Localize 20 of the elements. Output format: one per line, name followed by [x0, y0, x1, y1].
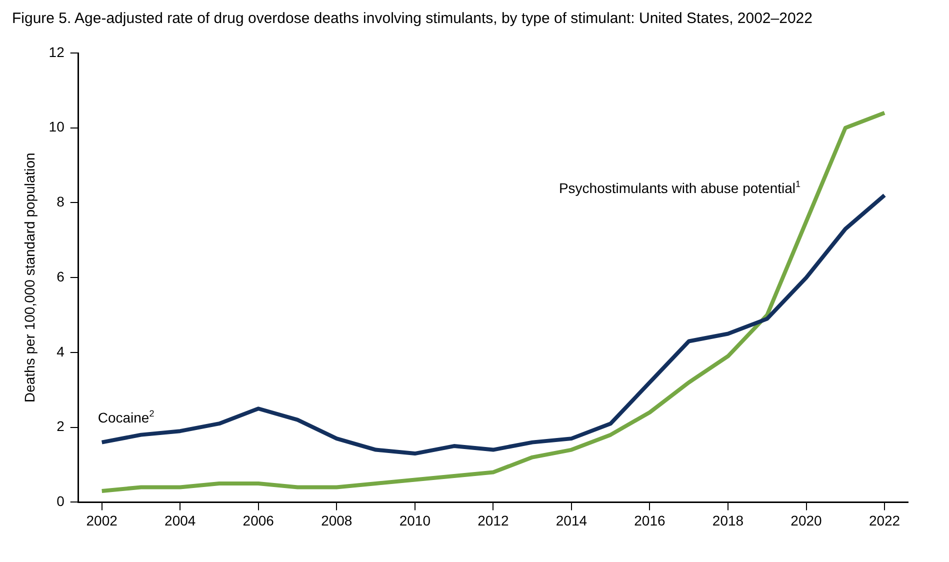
y-tick-label: 6 [56, 268, 65, 284]
y-tick-label: 2 [56, 418, 65, 434]
y-tick-label: 8 [56, 194, 65, 210]
x-tick-label: 2010 [399, 512, 431, 528]
x-tick-label: 2006 [242, 512, 274, 528]
x-tick-label: 2002 [86, 512, 118, 528]
y-tick-label: 0 [56, 493, 65, 510]
x-tick-label: 2008 [321, 512, 352, 528]
x-tick-label: 2012 [478, 512, 509, 528]
x-tick-label: 2016 [634, 512, 666, 528]
y-tick-label: 12 [48, 44, 65, 60]
x-tick-label: 2004 [164, 512, 196, 528]
x-tick-label: 2022 [868, 512, 900, 528]
y-axis-title: Deaths per 100,000 standard population [21, 152, 38, 403]
x-tick-label: 2018 [712, 512, 744, 528]
x-tick-label: 2020 [790, 512, 822, 528]
y-tick-label: 4 [56, 343, 65, 360]
chart-title: Figure 5. Age-adjusted rate of drug overdose deaths involving stimulants, by type of stimulant: United States, 2002–2022 [11, 9, 814, 29]
x-tick-label: 2014 [556, 512, 588, 528]
y-tick-label: 10 [48, 118, 65, 135]
